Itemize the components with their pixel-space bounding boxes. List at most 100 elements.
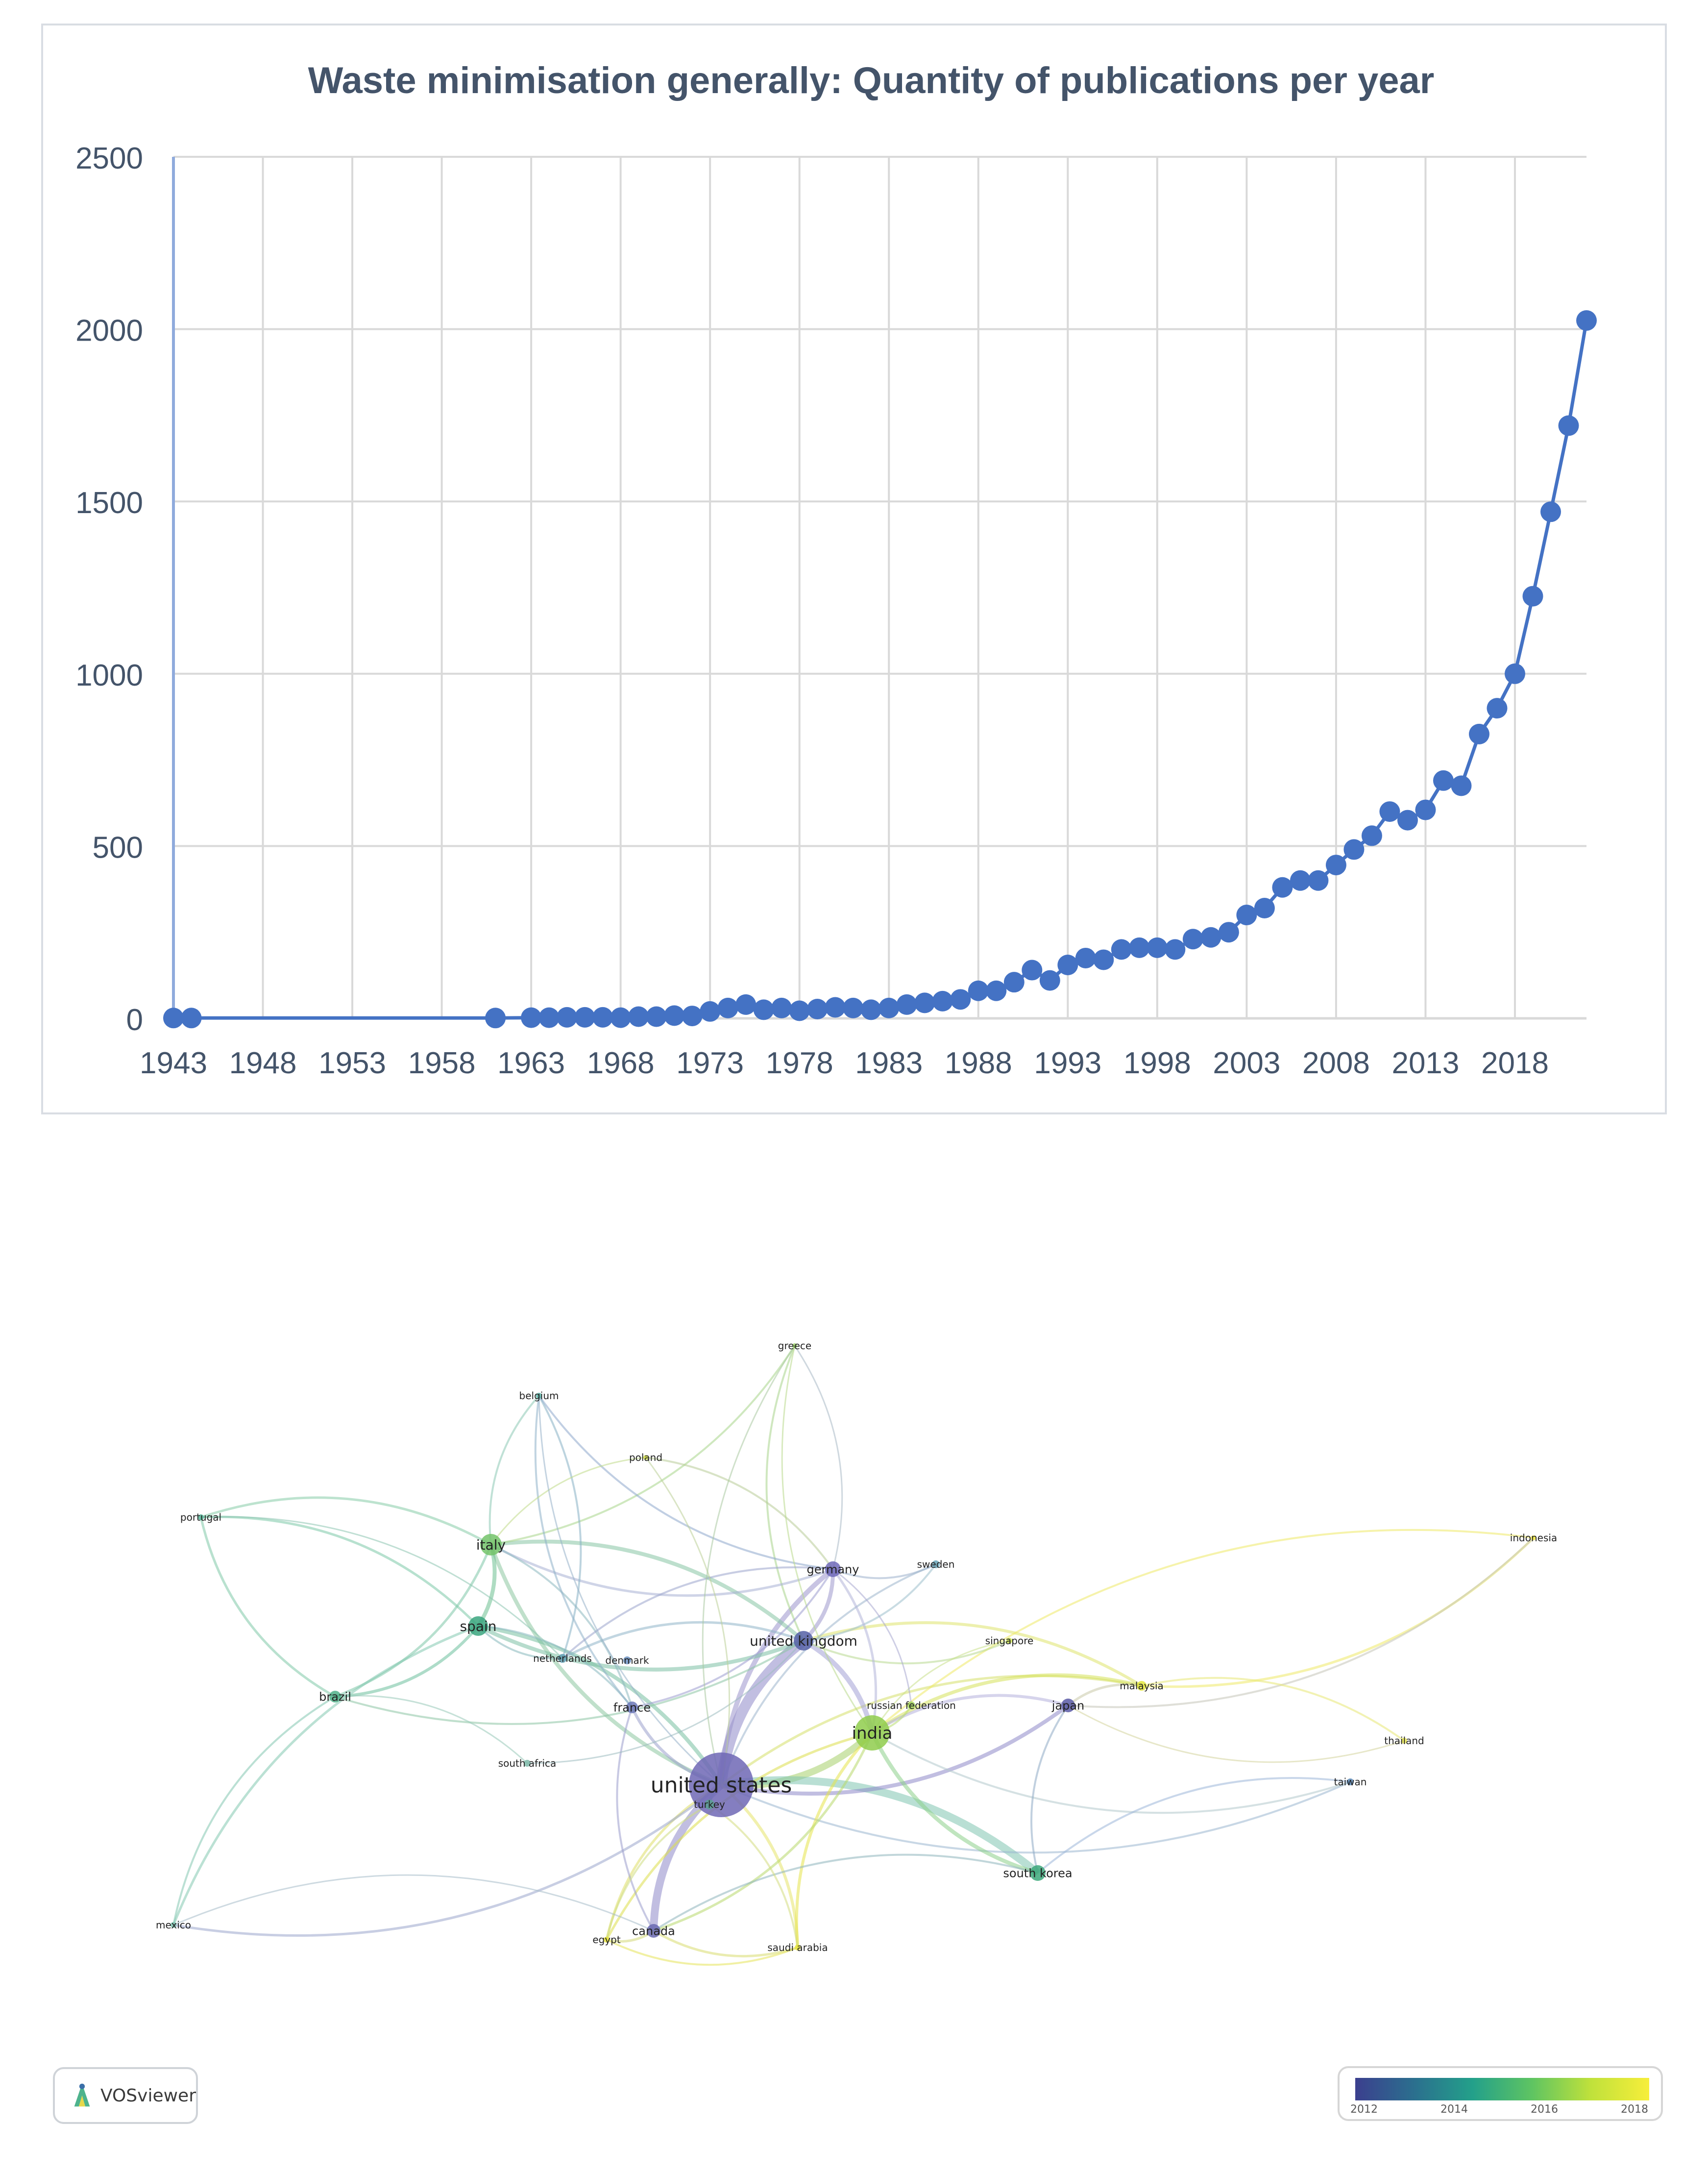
network-link [538, 1395, 582, 1659]
node-portugal [198, 1514, 204, 1520]
legend-tick: 2016 [1531, 2103, 1558, 2116]
data-point [1451, 775, 1472, 796]
node-label: russian federation [867, 1700, 956, 1711]
network-link [534, 1395, 633, 1708]
vosviewer-logo-text: VOSviewer [100, 2085, 196, 2106]
network-link [803, 1640, 1010, 1665]
data-point [628, 1006, 649, 1027]
network-link [794, 1345, 843, 1570]
node-saudi-arabia [795, 1945, 801, 1950]
network-link [1037, 1777, 1351, 1874]
data-point [1468, 723, 1489, 744]
network-link [335, 1625, 480, 1698]
network-link [606, 1939, 798, 1966]
network-link [803, 1563, 937, 1642]
x-tick-label: 1998 [1123, 1046, 1191, 1080]
y-tick-label: 1500 [75, 486, 143, 520]
data-point [181, 1008, 202, 1029]
network-link [1030, 1704, 1069, 1874]
network-link [478, 1625, 633, 1708]
network-link [490, 1456, 646, 1545]
data-point [1361, 825, 1382, 846]
node-label: taiwan [1334, 1776, 1367, 1788]
data-point [950, 989, 971, 1010]
chart-frame [41, 24, 1667, 1114]
data-point [592, 1007, 613, 1028]
network-link [335, 1640, 805, 1725]
data-point [163, 1008, 184, 1029]
network-labels: greece belgium poland portugal italy germany s… [156, 1340, 1557, 1953]
series-publications [163, 310, 1597, 1029]
network-link [653, 1853, 1038, 1932]
network-link [1141, 1677, 1405, 1742]
network-link [561, 1566, 833, 1659]
data-point [700, 1001, 721, 1022]
data-point [1022, 960, 1043, 981]
node-spain [468, 1616, 488, 1636]
y-tick-label: 0 [126, 1003, 143, 1037]
data-point [1075, 947, 1096, 968]
data-point [1397, 810, 1418, 831]
network-link [1068, 1537, 1535, 1708]
network-link [632, 1568, 834, 1708]
network-link [832, 1568, 912, 1706]
data-point [1576, 310, 1597, 331]
data-point [557, 1007, 578, 1028]
data-point [521, 1007, 542, 1028]
network-link [172, 1696, 336, 1925]
node-label: united states [651, 1773, 792, 1798]
network-link [645, 1457, 731, 1785]
network-link [702, 1345, 796, 1785]
node-label: united kingdom [750, 1633, 857, 1649]
data-point [1057, 955, 1078, 976]
node-brazil [329, 1691, 341, 1702]
data-point [1433, 770, 1454, 791]
data-point [753, 999, 774, 1020]
node-greece [792, 1343, 797, 1348]
data-point [735, 994, 756, 1015]
network-link [200, 1516, 563, 1659]
network-link [173, 1784, 722, 1937]
network-link [200, 1515, 479, 1627]
node-label: belgium [519, 1390, 559, 1402]
node-taiwan [1347, 1778, 1354, 1785]
data-point [485, 1008, 506, 1029]
network-link [490, 1539, 805, 1643]
node-label: saudi arabia [767, 1942, 828, 1953]
network-link [795, 1731, 874, 1948]
data-point [1111, 939, 1132, 960]
data-point [1522, 586, 1543, 607]
network-link [335, 1695, 528, 1764]
node-japan [1061, 1699, 1075, 1712]
node-france [626, 1702, 638, 1713]
network-link [720, 1675, 1142, 1786]
node-netherlands [558, 1654, 567, 1663]
x-tick-label: 2008 [1302, 1046, 1370, 1080]
grid-lines [173, 156, 1586, 1018]
network-link [490, 1544, 633, 1708]
x-tick-label: 1983 [855, 1046, 923, 1080]
x-tick-label: 1948 [229, 1046, 297, 1080]
network-link [478, 1624, 723, 1786]
data-point [789, 1000, 810, 1021]
data-point [1325, 855, 1346, 876]
y-tick-labels: 0 500 1000 1500 2000 2500 [75, 142, 143, 1037]
vosviewer-logo: VOSviewer [53, 2067, 198, 2124]
x-tick-label: 1963 [497, 1046, 565, 1080]
node-label: netherlands [533, 1653, 592, 1664]
node-russian-federation [907, 1702, 915, 1709]
data-point [1165, 939, 1186, 960]
node-label: egypt [592, 1934, 621, 1946]
data-point [1236, 905, 1257, 926]
node-label: india [852, 1724, 893, 1743]
node-label: mexico [156, 1919, 191, 1931]
node-india [854, 1715, 890, 1751]
node-label: sweden [917, 1558, 955, 1570]
node-italy [480, 1534, 502, 1555]
network-link [173, 1874, 654, 1932]
node-denmark [623, 1656, 631, 1664]
data-point [1290, 870, 1311, 891]
data-point [843, 997, 864, 1018]
data-point [968, 980, 989, 1001]
network-link [720, 1776, 1041, 1876]
